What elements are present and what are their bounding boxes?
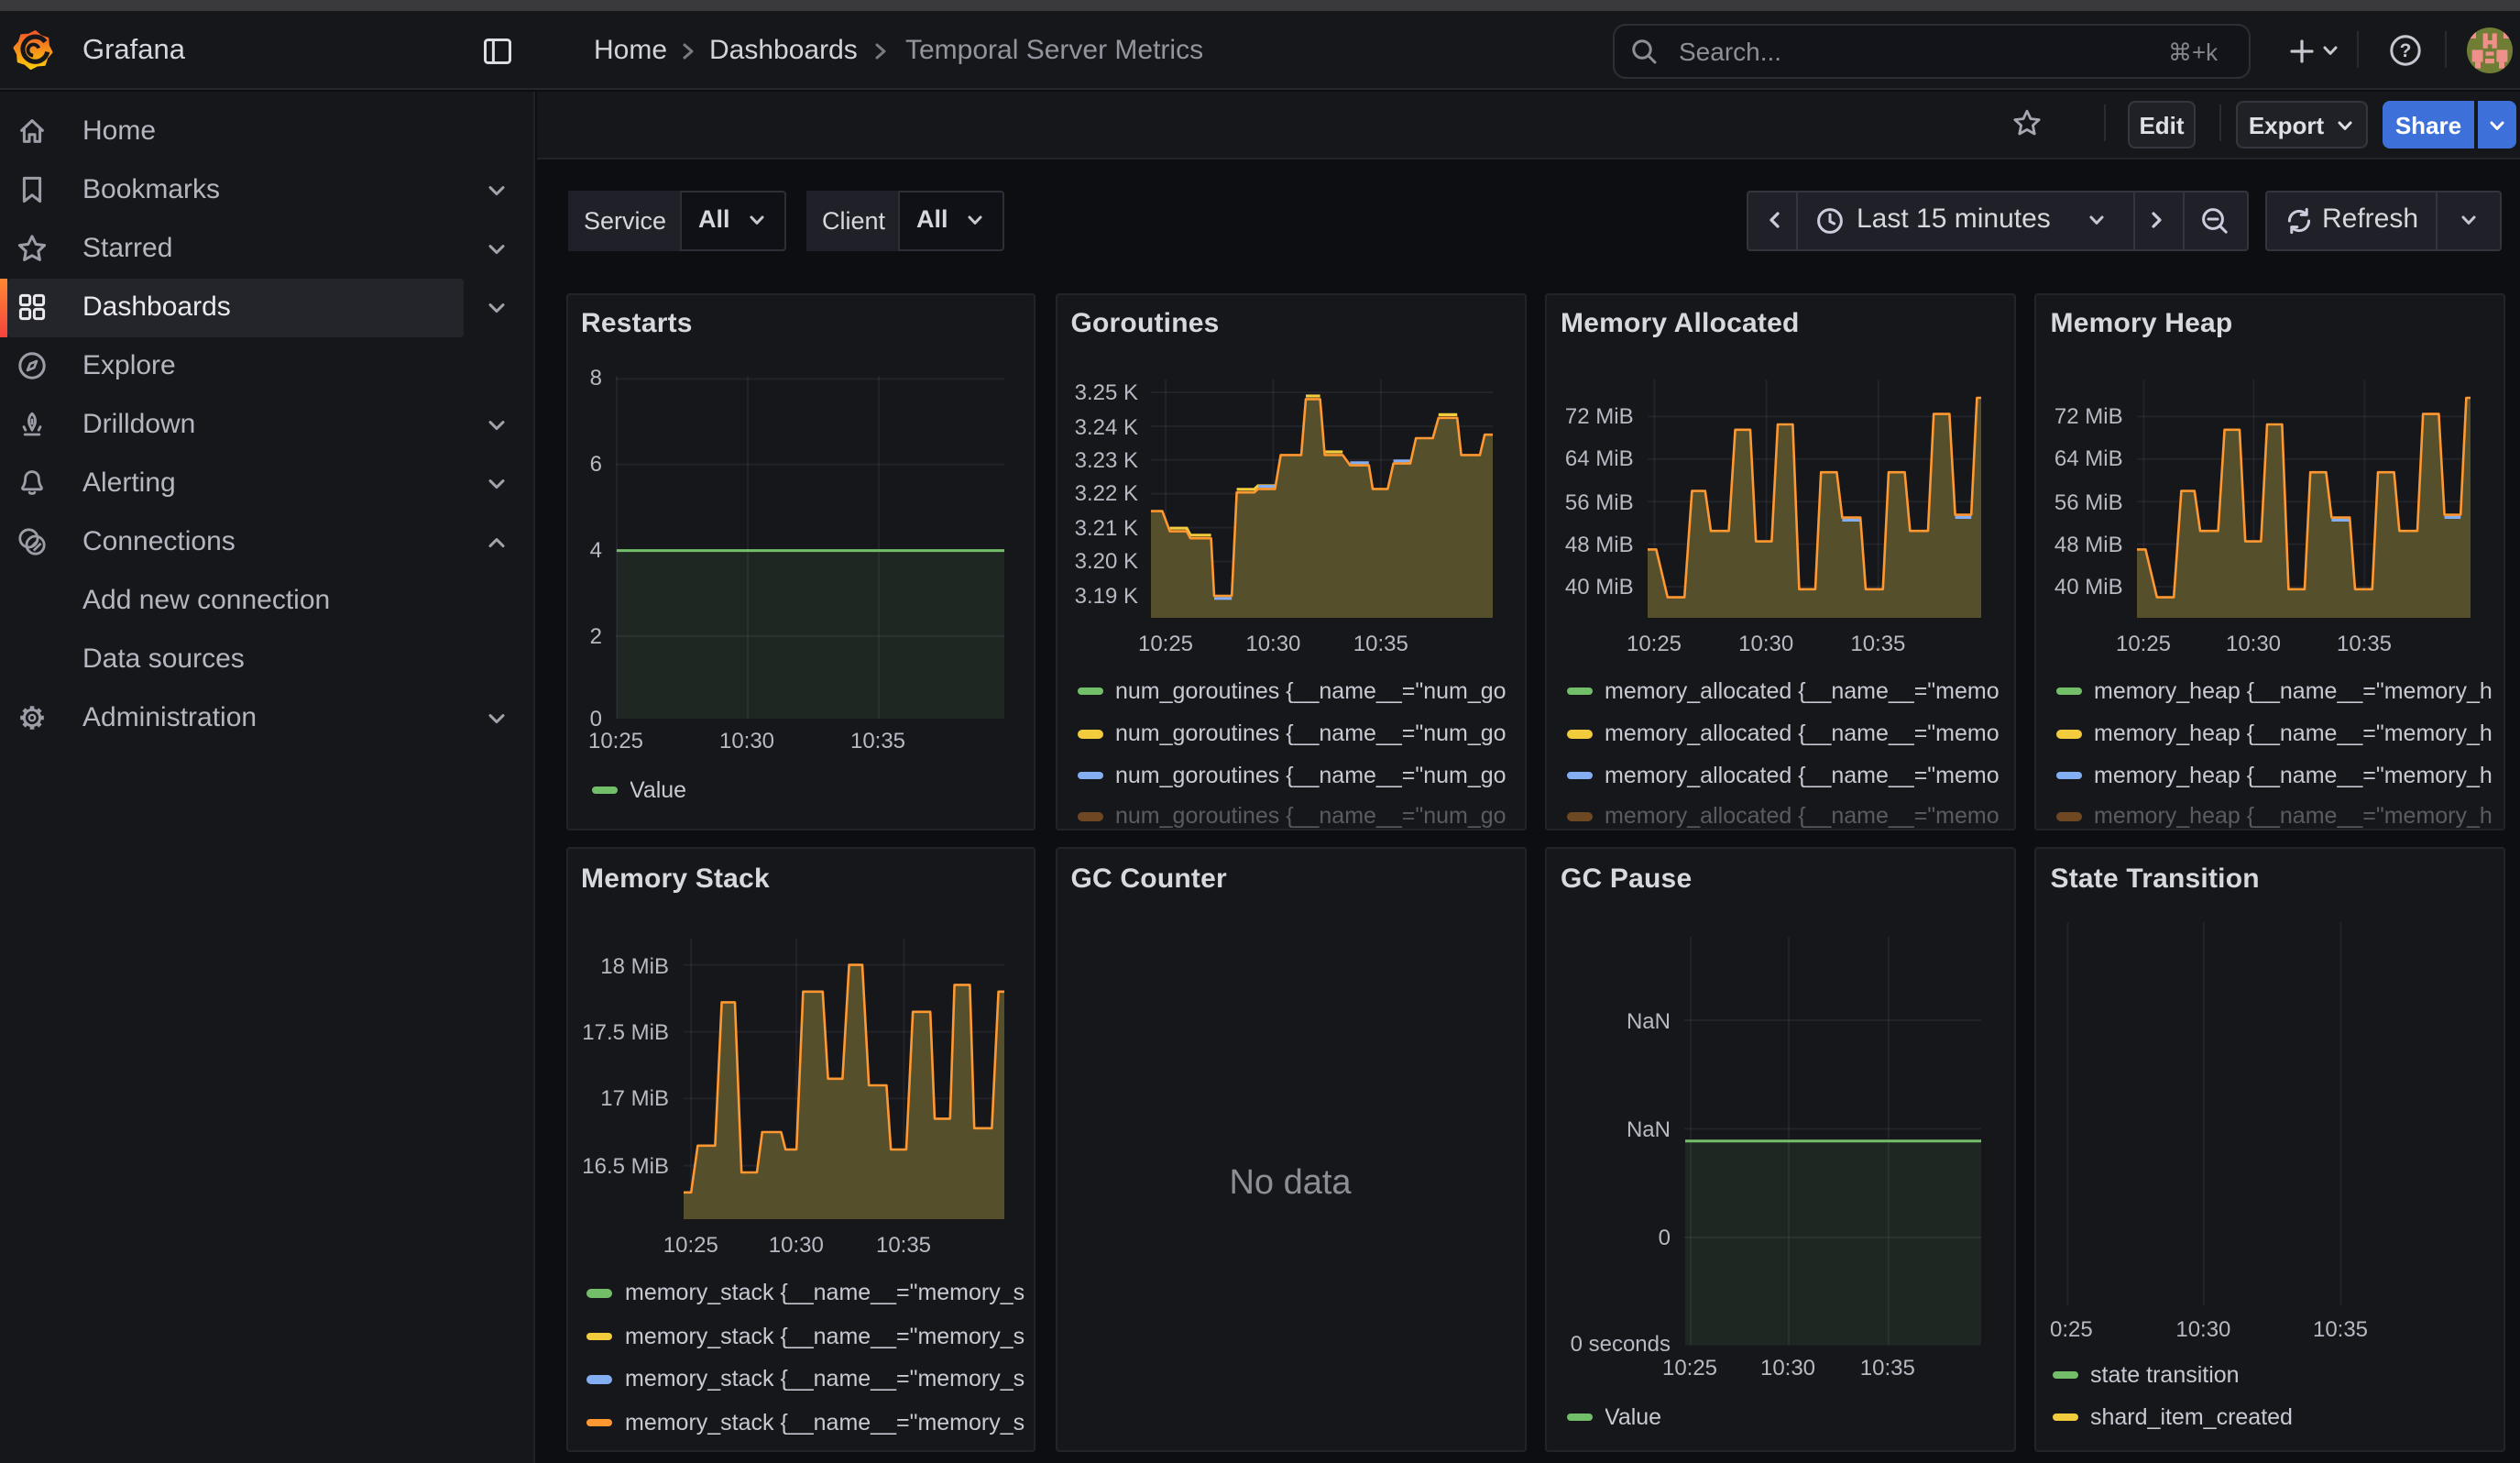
svg-text:?: ? [2400, 40, 2412, 61]
